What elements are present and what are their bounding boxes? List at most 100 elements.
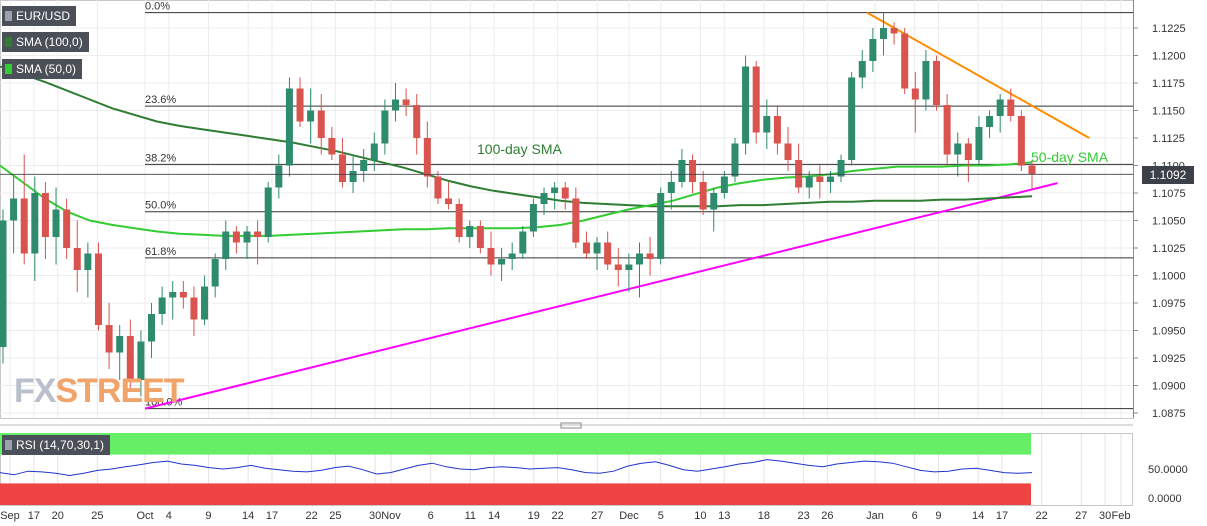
x-tick-label: 5 [658,510,664,522]
candle-body [540,193,548,204]
candle [179,281,187,309]
candle-body [922,61,930,100]
candle [572,187,580,248]
candle-body [763,116,771,133]
candle-body [625,264,633,270]
x-tick-label: 22 [551,510,563,522]
candle-body [996,99,1004,116]
candle-body [487,248,495,265]
candle [879,12,887,56]
y-tick-label: 1.1225 [1152,23,1186,35]
x-tick-label: 26 [821,510,833,522]
candle-body [201,286,209,320]
candle-body [94,253,102,325]
x-tick-label: 27 [591,510,603,522]
candle-body [986,116,994,127]
current-price-tag: 1.1092 [1142,166,1194,184]
rsi-overbought-zone [0,433,1031,455]
sma50-line [0,161,1033,237]
x-tick-label: 22 [1036,510,1048,522]
candle [710,187,718,232]
candle [381,99,389,155]
candle [243,226,251,259]
y-tick-label: 1.1000 [1152,271,1186,283]
candle-body [742,66,750,144]
x-tick-label: Oct [136,510,153,522]
sma100-legend[interactable]: SMA (100,0) [2,32,89,52]
x-tick-label: 17 [28,510,40,522]
sma50-legend[interactable]: SMA (50,0) [2,59,83,79]
panel-resize-handle[interactable] [560,422,582,429]
candle [678,149,686,188]
candle-body [858,61,866,78]
x-tick-label: 14 [242,510,254,522]
candle-body [41,193,49,237]
candle-body [392,99,400,111]
candle [158,286,166,325]
x-axis: Sep 17 20 25 Oct 4 9 14 17 22 25 30 Nov 6 11 14 19 22 27 De… [0,510,1130,522]
candle [0,209,7,364]
x-tick-label: Dec [619,510,639,522]
rsi-tick-label: 0.0000 [1148,493,1182,505]
candle-body [731,143,739,177]
x-tick-label: 20 [52,510,64,522]
candle [582,231,590,259]
fib-level-label: 50.0% [145,200,176,212]
candle [986,110,994,138]
candle-body [795,160,803,188]
candle [487,231,495,276]
candle-body [911,88,919,100]
x-tick-label: 6 [428,510,434,522]
candle [519,226,527,259]
candle [307,88,315,144]
rsi-oversold-zone [0,483,1031,505]
candle-body [349,171,357,182]
candle [254,220,262,265]
candle-body [519,231,527,254]
candle-body [614,264,622,270]
candle [699,171,707,215]
candle-body [773,116,781,144]
candle-body [1028,165,1036,175]
candle-body [466,226,474,237]
candle-body [689,160,697,182]
fib-level-label: 38.2% [145,152,176,164]
candle [593,237,601,270]
candle-body [179,292,187,298]
x-tick-label: 19 [528,510,540,522]
trendline-layer [144,11,1090,410]
candle [296,77,304,127]
candle-body [933,61,941,105]
annotation-50-day-sma: 50-day SMA [1031,149,1109,165]
candle [285,77,293,177]
x-tick-label: 30 [369,510,381,522]
symbol-legend[interactable]: EUR/USD [2,6,77,26]
candle [222,220,230,270]
candle-body [370,143,378,160]
candle [1007,88,1015,122]
candle [116,325,124,380]
candle [169,281,177,320]
candle-body [826,176,834,182]
candle-body [148,314,156,342]
candle [954,132,962,177]
candle-body [879,28,887,39]
candle [635,242,643,298]
candle-body [307,110,315,122]
candle-body [635,253,643,265]
candle [795,143,803,193]
candle [858,50,866,89]
candle [434,171,442,204]
candle [911,72,919,133]
fib-layer: 0.0%23.6%38.2%50.0%61.8%100.0% [145,1,1133,410]
grid-layer [0,0,1134,505]
annotation-100-day-sma: 100-day SMA [477,141,562,157]
candle [689,154,697,193]
candle-body [275,165,283,188]
candle [1028,160,1036,190]
candle-body [402,99,410,105]
rsi-legend[interactable]: RSI (14,70,30,1) [2,435,111,455]
candle-body [805,176,813,188]
candle [561,182,569,210]
